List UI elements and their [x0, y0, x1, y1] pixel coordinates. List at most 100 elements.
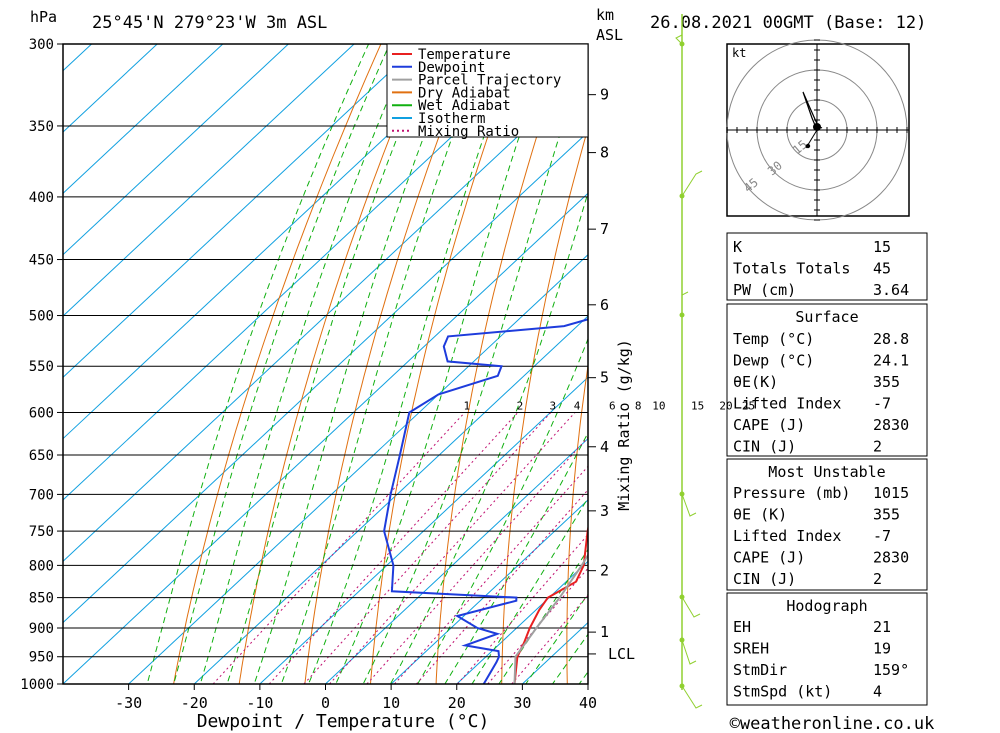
x-axis-title: Dewpoint / Temperature (°C) — [197, 711, 490, 732]
surface-row-label: Dewp (°C) — [733, 352, 814, 370]
pressure-tick-label: 850 — [29, 591, 54, 607]
surface-title: Surface — [795, 308, 858, 326]
surface-row-value: 28.8 — [873, 330, 909, 348]
most-unstable-row-label: Lifted Index — [733, 527, 841, 545]
wind-barb — [675, 34, 683, 45]
mixing-ratio-label: 1 — [463, 400, 470, 413]
surface-row-label: CIN (J) — [733, 438, 796, 456]
storm-motion-marker — [805, 143, 811, 149]
hodograph-table-title: Hodograph — [786, 597, 867, 615]
mixing-ratio-label: 15 — [691, 400, 704, 413]
pressure-tick-label: 300 — [29, 37, 54, 53]
wind-barb — [681, 685, 703, 709]
index-row-value: 15 — [873, 238, 891, 256]
hodograph-row-value: 4 — [873, 683, 882, 701]
hodograph-row-value: 21 — [873, 618, 891, 636]
height-tick-label: LCL — [608, 645, 635, 663]
pressure-tick-label: 450 — [29, 253, 54, 269]
height-tick-label: 1 — [600, 623, 609, 641]
temperature-tick-label: 20 — [448, 694, 466, 712]
surface-row-value: 2 — [873, 438, 882, 456]
legend-label: Wet Adiabat — [418, 98, 511, 114]
surface-row-value: -7 — [873, 395, 891, 413]
temperature-tick-label: 30 — [513, 694, 531, 712]
index-row-value: 45 — [873, 260, 891, 278]
height-tick-label: 4 — [600, 438, 609, 456]
most-unstable-row-value: -7 — [873, 527, 891, 545]
pressure-tick-label: 1000 — [20, 677, 54, 693]
legend-label: Isotherm — [418, 111, 485, 127]
temperature-tick-label: 0 — [321, 694, 330, 712]
index-row-label: PW (cm) — [733, 281, 796, 299]
mixing-ratio-label: 2 — [517, 400, 524, 413]
pressure-tick-label: 550 — [29, 359, 54, 375]
index-row-value: 3.64 — [873, 281, 909, 299]
surface-row-value: 2830 — [873, 416, 909, 434]
series-layer — [383, 318, 588, 684]
height-tick-label: 8 — [600, 144, 609, 162]
run-label: 26.08.2021 00GMT (Base: 12) — [650, 13, 926, 33]
pressure-tick-label: 600 — [29, 405, 54, 421]
location-label: 25°45'N 279°23'W 3m ASL — [92, 13, 327, 33]
mixing-ratio-label: 25 — [742, 400, 755, 413]
pressure-tick-label: 800 — [29, 558, 54, 574]
most-unstable-row-label: CIN (J) — [733, 570, 796, 588]
mixing-ratio-label: 3 — [549, 400, 556, 413]
most-unstable-title: Most Unstable — [768, 463, 885, 481]
mixing-ratio-label: 10 — [652, 400, 665, 413]
legend-label: Parcel Trajectory — [418, 73, 561, 89]
series-parcel-trajectory — [513, 553, 588, 684]
hodograph-row-label: EH — [733, 618, 751, 636]
pressure-tick-label: 950 — [29, 650, 54, 666]
surface-row-value: 24.1 — [873, 352, 909, 370]
hodograph-unit-label: kt — [732, 46, 746, 60]
wind-barb — [681, 170, 703, 197]
pressure-tick-label: 900 — [29, 621, 54, 637]
wind-barb — [681, 291, 689, 315]
height-tick-label: 7 — [600, 220, 609, 238]
pressure-unit-label: hPa — [30, 8, 57, 26]
temperature-tick-label: -20 — [181, 694, 208, 712]
mixing-ratio-label: 4 — [574, 400, 581, 413]
wind-barb — [681, 639, 697, 665]
surface-row-label: Lifted Index — [733, 395, 841, 413]
hodograph-row-label: StmDir — [733, 661, 787, 679]
height-tick-label: 6 — [600, 296, 609, 314]
most-unstable-row-value: 2830 — [873, 549, 909, 567]
surface-row-label: CAPE (J) — [733, 416, 805, 434]
most-unstable-row-label: Pressure (mb) — [733, 484, 850, 502]
most-unstable-row-value: 355 — [873, 506, 900, 524]
mixing-ratio-label: 8 — [635, 400, 642, 413]
hodograph-row-label: SREH — [733, 640, 769, 658]
wind-profile — [675, 14, 703, 709]
plot-frame — [62, 43, 589, 685]
hodograph-row-label: StmSpd (kt) — [733, 683, 832, 701]
height-tick-label: 3 — [600, 502, 609, 520]
legend-label: Dewpoint — [418, 60, 485, 76]
index-tables: K 15 Totals Totals 45 PW (cm) 3.64 Surface Temp… — [726, 232, 928, 706]
surface-row-value: 355 — [873, 373, 900, 391]
wind-barb — [681, 596, 701, 618]
wind-barb — [681, 493, 697, 517]
series-temperature — [513, 524, 588, 684]
isobars — [57, 43, 588, 685]
index-row-label: K — [733, 238, 742, 256]
hodograph-row-value: 19 — [873, 640, 891, 658]
temperature-tick-label: -10 — [246, 694, 273, 712]
legend-label: Mixing Ratio — [418, 124, 519, 140]
pressure-tick-label: 400 — [29, 190, 54, 206]
hodograph-row-value: 159° — [873, 661, 909, 679]
height-tick-label: 5 — [600, 369, 609, 387]
series-dewpoint — [383, 318, 588, 684]
pressure-tick-label: 350 — [29, 119, 54, 135]
mixing-ratio-label: 6 — [609, 400, 616, 413]
mixing-ratio-labels: 1 2 3 4 6 8 10 15 20 25 — [463, 400, 755, 413]
credit-label: ©weatheronline.co.uk — [730, 714, 935, 733]
most-unstable-row-value: 1015 — [873, 484, 909, 502]
axes: 3003504004505005506006507007508008509009… — [20, 37, 635, 712]
most-unstable-row-label: θE (K) — [733, 506, 787, 524]
legend-label: Temperature — [418, 47, 511, 63]
